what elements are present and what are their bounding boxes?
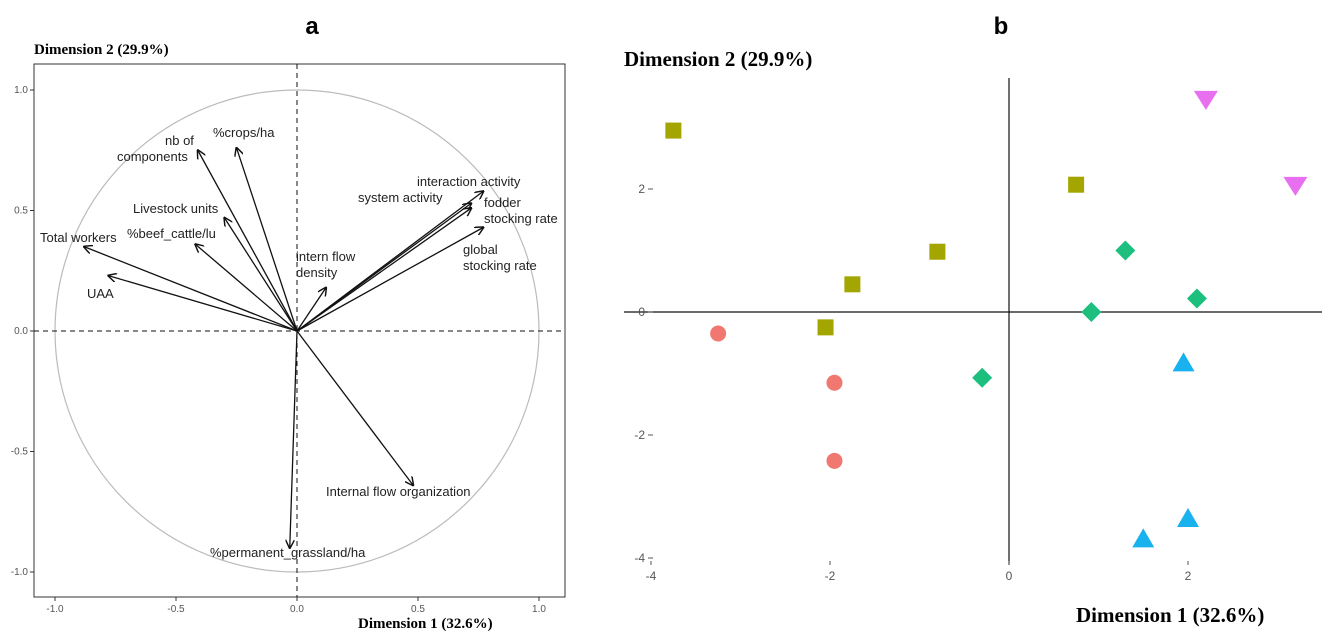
loading-arrow	[296, 227, 483, 332]
x-tick-label: 0.0	[290, 604, 304, 615]
panel-b-xlabel: Dimension 1 (32.6%)	[1076, 603, 1264, 627]
point-square	[929, 243, 946, 260]
point-square	[844, 276, 861, 293]
loading-arrow	[108, 276, 298, 332]
y-tick-label: 0.5	[14, 206, 28, 217]
loading-arrow	[198, 150, 298, 332]
x-tick-label: -4	[646, 569, 657, 583]
point-triangle-down	[1283, 176, 1308, 196]
point-diamond	[972, 367, 993, 388]
point-diamond	[1186, 288, 1207, 309]
x-tick-label: -0.5	[167, 604, 185, 615]
y-tick-label: -1.0	[11, 567, 29, 578]
point-square	[1068, 176, 1085, 193]
panel-a-ylabel: Dimension 2 (29.9%)	[34, 42, 169, 58]
panel-a-label: a	[305, 13, 319, 40]
loading-arrow	[195, 244, 298, 332]
panel-b-label: b	[994, 13, 1009, 40]
variable-label: intern flow density	[296, 249, 356, 280]
point-square	[665, 122, 682, 139]
point-circle	[826, 452, 843, 469]
loading-arrow	[224, 218, 298, 332]
point-triangle-down	[1193, 90, 1218, 110]
y-tick-label: 1.0	[14, 85, 28, 96]
variable-label: Internal flow organization	[326, 484, 471, 499]
point-triangle-up	[1177, 508, 1199, 528]
y-tick-label: -4	[634, 551, 645, 565]
variable-label: %permanent_grassland/ha	[210, 545, 366, 560]
variable-label: fodder stocking rate	[484, 195, 558, 226]
variable-label: Total workers	[40, 230, 117, 245]
y-tick-label: -2	[634, 428, 645, 442]
x-tick-label: -1.0	[46, 604, 64, 615]
point-triangle-up	[1172, 352, 1195, 372]
variable-label: Livestock units	[133, 201, 219, 216]
variable-label: %beef_cattle/lu	[127, 226, 216, 241]
x-tick-label: 0	[1006, 569, 1013, 583]
point-circle	[826, 374, 843, 391]
variable-label: %crops/ha	[213, 125, 275, 140]
variable-label: global stocking rate	[463, 242, 537, 273]
y-tick-label: 2	[638, 182, 645, 196]
correlation-circle-plot: -1.0 -0.5 0.0 0.5 1.0 -1.0 -0.5 0.0 0.5 1.0 nb of c…	[11, 63, 566, 615]
point-diamond	[1115, 240, 1136, 261]
point-square	[817, 319, 834, 336]
individuals-scatter-plot: -4 -2 0 2 -4 -2 0 2	[624, 78, 1322, 583]
loading-arrow	[84, 247, 298, 332]
loading-arrow	[290, 330, 298, 548]
x-tick-label: -2	[825, 569, 836, 583]
x-tick-label: 1.0	[532, 604, 546, 615]
panel-b-ylabel: Dimension 2 (29.9%)	[624, 47, 812, 71]
loading-arrow	[296, 208, 471, 332]
y-tick-label: 0.0	[14, 326, 28, 337]
panel-a-xlabel: Dimension 1 (32.6%)	[358, 616, 493, 632]
loading-arrow	[296, 191, 483, 332]
point-diamond	[1081, 302, 1102, 322]
loading-arrow	[296, 330, 413, 485]
point-triangle-up	[1132, 528, 1155, 548]
variable-label: system activity	[358, 190, 443, 205]
y-tick-label: -0.5	[11, 447, 29, 458]
variable-label: UAA	[87, 286, 114, 301]
point-circle	[710, 325, 727, 342]
loading-arrow	[237, 148, 298, 332]
y-tick-label: 0	[638, 305, 645, 319]
variable-label: interaction activity	[417, 174, 521, 189]
x-tick-label: 2	[1185, 569, 1192, 583]
variable-label: nb of components	[117, 133, 194, 164]
loading-arrow	[296, 288, 326, 332]
x-tick-label: 0.5	[411, 604, 425, 615]
